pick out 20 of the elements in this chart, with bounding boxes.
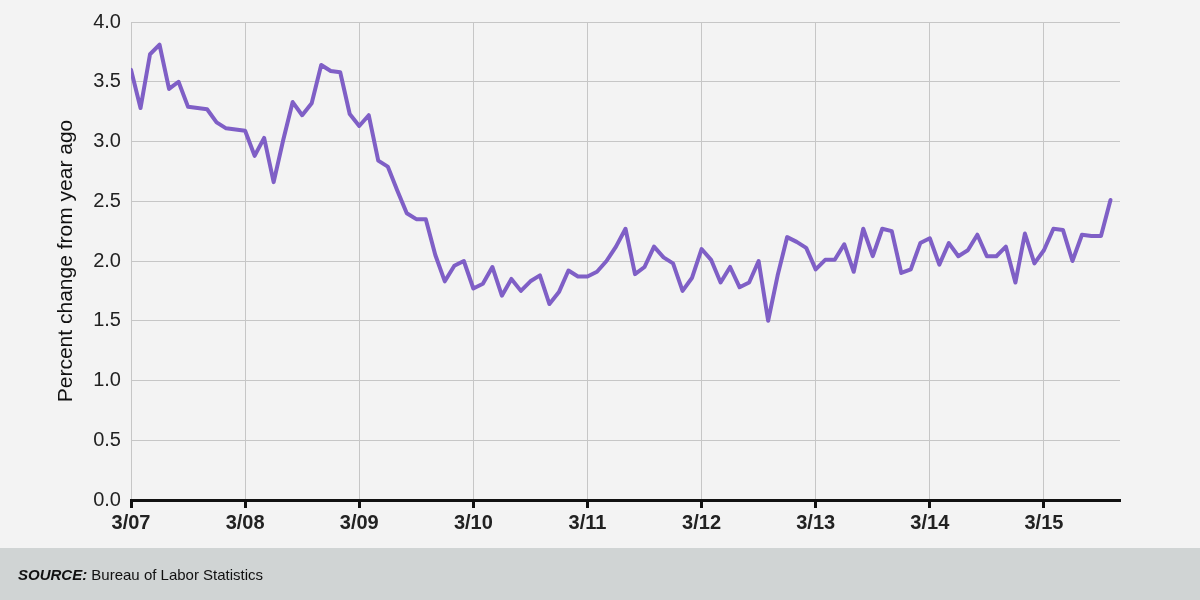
x-tick-label: 3/10 <box>453 510 493 533</box>
y-tick-label: 0.5 <box>93 427 121 450</box>
x-tick-label: 3/12 <box>682 510 722 533</box>
x-tick-label: 3/15 <box>1024 510 1064 533</box>
y-tick-label: 2.0 <box>93 248 121 271</box>
x-tick-label: 3/07 <box>111 510 151 533</box>
x-tick-label: 3/11 <box>568 510 607 533</box>
y-tick-label: 1.0 <box>93 368 121 391</box>
x-tick-label: 3/14 <box>910 510 951 533</box>
y-tick-label: 3.5 <box>93 69 121 92</box>
x-tick-label: 3/13 <box>796 510 836 533</box>
y-tick-label: 0.0 <box>93 487 121 510</box>
y-axis-title: Percent change from year ago <box>53 119 77 403</box>
y-tick-label: 2.5 <box>93 188 121 211</box>
x-tick-label: 3/08 <box>225 510 265 533</box>
y-tick-label: 1.5 <box>93 308 121 331</box>
y-tick-label: 4.0 <box>93 9 121 32</box>
x-tick-label: 3/09 <box>339 510 379 533</box>
y-tick-label: 3.0 <box>93 129 121 152</box>
source-note: SOURCE: Bureau of Labor Statistics <box>18 565 264 583</box>
